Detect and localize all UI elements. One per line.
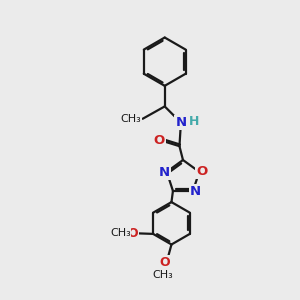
Text: H: H xyxy=(189,115,200,128)
Text: N: N xyxy=(190,185,201,198)
Text: O: O xyxy=(196,165,207,178)
Text: N: N xyxy=(159,166,170,179)
Text: N: N xyxy=(176,116,187,129)
Text: CH₃: CH₃ xyxy=(152,270,173,280)
Text: O: O xyxy=(160,256,170,269)
Text: CH₃: CH₃ xyxy=(120,114,141,124)
Text: O: O xyxy=(154,134,165,147)
Text: CH₃: CH₃ xyxy=(110,228,131,238)
Text: O: O xyxy=(127,227,138,240)
